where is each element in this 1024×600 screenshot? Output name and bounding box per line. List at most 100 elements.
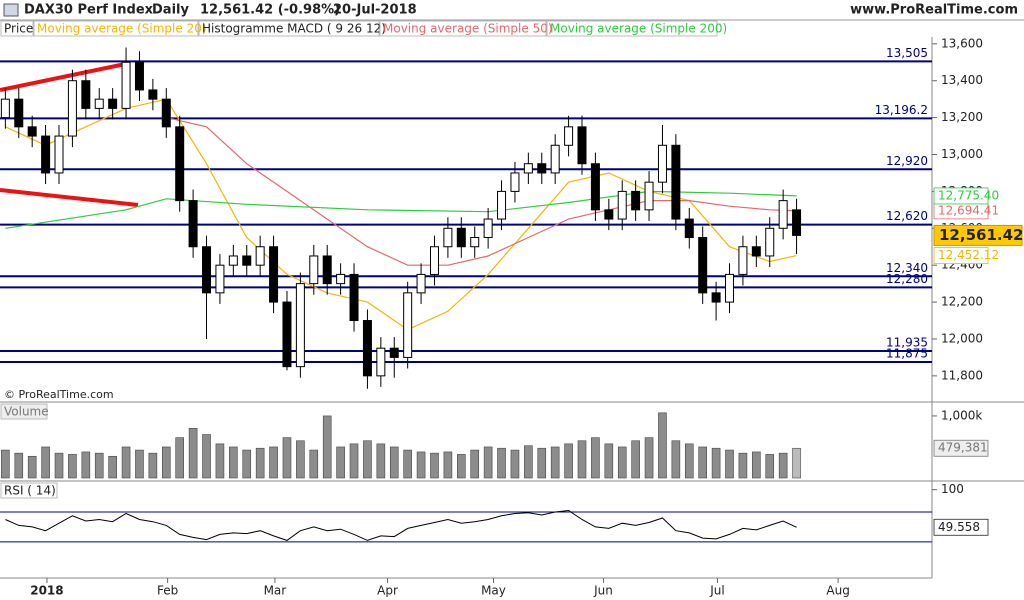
volume-bar bbox=[765, 454, 775, 479]
legend-box bbox=[33, 20, 199, 37]
panel-label-box bbox=[0, 482, 58, 499]
candle-body bbox=[698, 237, 708, 294]
candle-body bbox=[550, 144, 560, 174]
candle-body bbox=[175, 126, 185, 202]
candle-body bbox=[121, 61, 131, 109]
volume-bar bbox=[81, 451, 91, 479]
volume-bar bbox=[604, 443, 614, 479]
volume-bar bbox=[778, 452, 788, 479]
candle-body bbox=[255, 246, 265, 266]
volume-bar bbox=[443, 451, 453, 479]
copyright: © ProRealTime.com bbox=[4, 388, 114, 401]
volume-bar bbox=[577, 440, 587, 479]
candle-body bbox=[81, 80, 91, 109]
volume-bar bbox=[188, 428, 198, 479]
volume-bar bbox=[416, 451, 426, 479]
candle-body bbox=[0, 98, 10, 119]
x-tick-label: Feb bbox=[157, 584, 178, 598]
y-tick-label: 13,000 bbox=[941, 147, 983, 161]
candle-body bbox=[751, 246, 761, 257]
x-tick-label: Jun bbox=[593, 584, 613, 598]
candle-body bbox=[228, 255, 238, 266]
last-value-label: 12,452.12 bbox=[938, 248, 999, 262]
rsi-line bbox=[5, 509, 797, 541]
candle-body bbox=[67, 80, 77, 137]
volume-bar bbox=[108, 455, 117, 479]
candle-body bbox=[27, 126, 37, 137]
legend-item: Moving average (Simple 50) bbox=[383, 22, 553, 36]
last-price-label: 12,561.42 bbox=[939, 226, 1023, 244]
candle-body bbox=[644, 181, 654, 211]
volume-bar bbox=[363, 440, 372, 479]
legend-box bbox=[198, 20, 380, 37]
candle-body bbox=[376, 347, 386, 377]
volume-bar bbox=[671, 440, 681, 479]
level-label: 12,280 bbox=[886, 272, 928, 286]
candle-body bbox=[134, 61, 144, 91]
volume-bar bbox=[309, 449, 319, 479]
candle-body bbox=[336, 273, 346, 285]
candle-body bbox=[657, 144, 667, 183]
volume-bar bbox=[121, 446, 131, 479]
volume-bar bbox=[269, 446, 278, 479]
last-price: 12,561.42 (-0.98%) bbox=[200, 3, 340, 18]
candle-body bbox=[242, 255, 252, 266]
volume-bar bbox=[215, 443, 225, 479]
x-tick-label: Mar bbox=[264, 584, 287, 598]
candle-body bbox=[604, 209, 614, 220]
candle-body bbox=[403, 292, 413, 358]
candle-body bbox=[617, 190, 627, 220]
candle-body bbox=[108, 98, 118, 109]
candle-body bbox=[202, 246, 212, 294]
volume-bar bbox=[497, 447, 506, 479]
volume-bar bbox=[510, 449, 520, 479]
volume-bar bbox=[658, 412, 667, 479]
legend-item: Moving average (Simple 20) bbox=[37, 22, 207, 36]
candle-body bbox=[188, 200, 198, 248]
volume-bar bbox=[524, 445, 533, 479]
candle-body bbox=[711, 292, 721, 303]
volume-bar bbox=[698, 446, 707, 479]
candle-body bbox=[671, 144, 681, 220]
candle-body bbox=[429, 246, 439, 275]
volume-bar bbox=[564, 443, 573, 479]
candle-body bbox=[14, 98, 24, 128]
volume-bar bbox=[135, 449, 144, 479]
y-tick-label: 13,200 bbox=[941, 110, 983, 124]
volume-bar bbox=[175, 437, 184, 479]
volume-bar bbox=[242, 449, 252, 479]
volume-bar bbox=[255, 447, 265, 479]
last-value-box bbox=[933, 187, 989, 205]
candle-body bbox=[537, 163, 547, 174]
volume-bar bbox=[54, 452, 64, 479]
volume-bar bbox=[684, 443, 694, 479]
volume-bar bbox=[752, 451, 761, 479]
last-value-label: 12,775.40 bbox=[938, 188, 999, 202]
volume-bar bbox=[202, 434, 211, 479]
y-tick-label: 12,200 bbox=[941, 295, 983, 309]
trend-line bbox=[0, 61, 131, 92]
candle-body bbox=[631, 190, 641, 211]
site: www.ProRealTime.com bbox=[850, 3, 1018, 18]
candle-body bbox=[309, 255, 319, 285]
volume-bar bbox=[470, 449, 480, 479]
candle-body bbox=[322, 255, 332, 285]
volume-bar bbox=[711, 447, 721, 479]
candle-body bbox=[389, 347, 399, 358]
trend-line bbox=[0, 188, 139, 207]
instrument: DAX30 Perf Index bbox=[24, 3, 154, 18]
level-label: 12,620 bbox=[886, 209, 928, 223]
volume-bar bbox=[725, 449, 734, 479]
candle-body bbox=[416, 273, 426, 294]
volume-bar bbox=[792, 447, 801, 479]
icon bbox=[3, 3, 19, 17]
candle-body bbox=[148, 89, 158, 100]
last-value-box bbox=[933, 518, 989, 536]
legend-box bbox=[379, 20, 547, 37]
candle-body bbox=[765, 227, 775, 257]
candle-body bbox=[54, 135, 64, 174]
volume-bar bbox=[349, 443, 359, 479]
volume-bar bbox=[738, 452, 748, 479]
candle-body bbox=[362, 320, 372, 377]
volume-bar bbox=[631, 440, 640, 479]
